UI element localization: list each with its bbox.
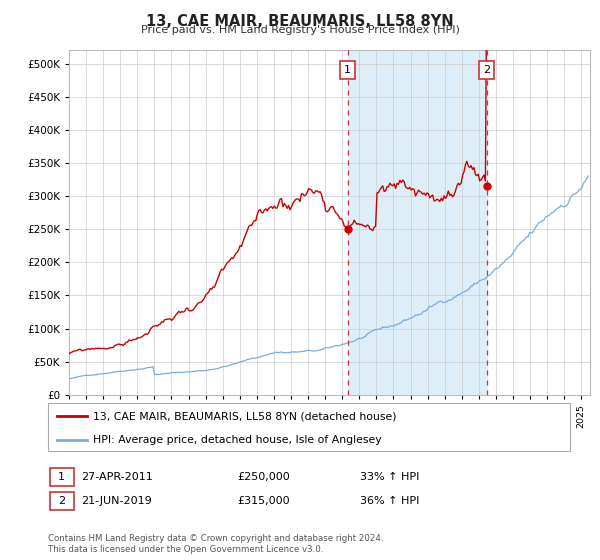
Text: 21-JUN-2019: 21-JUN-2019 [81,496,152,506]
Text: Price paid vs. HM Land Registry's House Price Index (HPI): Price paid vs. HM Land Registry's House … [140,25,460,35]
Text: 13, CAE MAIR, BEAUMARIS, LL58 8YN: 13, CAE MAIR, BEAUMARIS, LL58 8YN [146,14,454,29]
Text: Contains HM Land Registry data © Crown copyright and database right 2024.
This d: Contains HM Land Registry data © Crown c… [48,534,383,554]
Text: 2: 2 [483,66,490,75]
Text: £315,000: £315,000 [237,496,290,506]
Text: 33% ↑ HPI: 33% ↑ HPI [360,472,419,482]
Text: HPI: Average price, detached house, Isle of Anglesey: HPI: Average price, detached house, Isle… [93,435,382,445]
Text: 13, CAE MAIR, BEAUMARIS, LL58 8YN (detached house): 13, CAE MAIR, BEAUMARIS, LL58 8YN (detac… [93,411,397,421]
Text: 36% ↑ HPI: 36% ↑ HPI [360,496,419,506]
Text: £250,000: £250,000 [237,472,290,482]
Text: 27-APR-2011: 27-APR-2011 [81,472,153,482]
Text: 1: 1 [58,472,65,482]
Bar [347,50,487,395]
Text: 2: 2 [58,496,65,506]
Text: 1: 1 [344,66,351,75]
